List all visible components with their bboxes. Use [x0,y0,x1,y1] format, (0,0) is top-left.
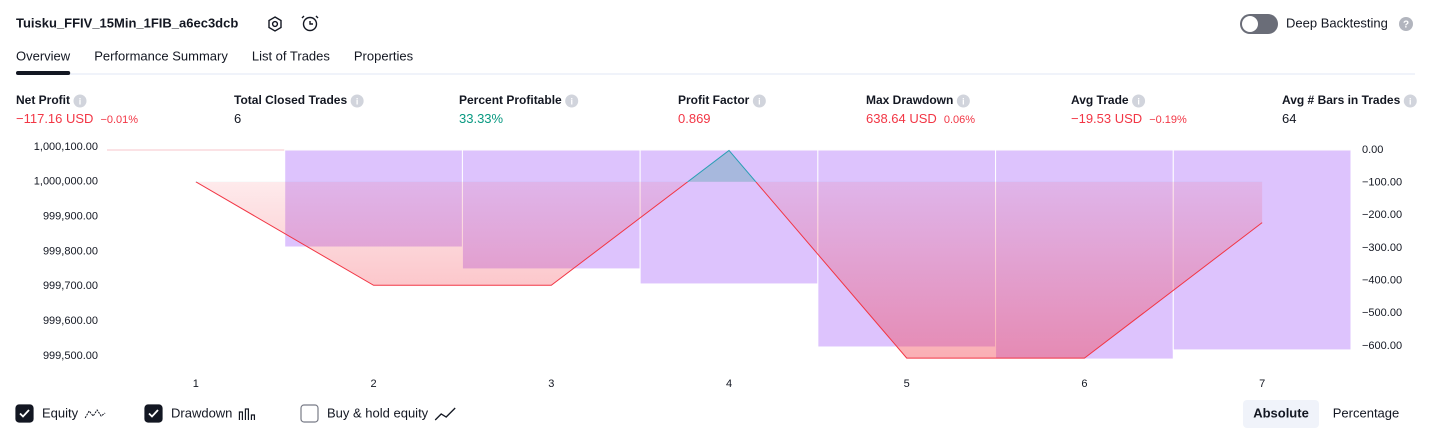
y2-tick-label: 0.00 [1362,144,1383,156]
metric-label: Avg # Bars in Trades [1282,93,1401,107]
equity-profit-area [195,150,1263,182]
tab-underline [16,71,71,75]
y-tick-label: 999,900.00 [43,211,98,223]
checkbox[interactable] [144,404,163,423]
legend-label[interactable]: Equity [42,405,79,420]
metric-value: 638.64 USD 0.06% [866,111,975,126]
toggle-button[interactable]: Percentage [1333,405,1400,420]
tab[interactable]: Overview [16,48,71,63]
checkmark [19,409,30,418]
x-tick-label: 6 [1081,378,1087,390]
deep-backtesting-toggle[interactable] [1240,14,1278,34]
tab-divider [16,73,1415,75]
metric-label: Total Closed Trades [234,93,347,107]
metric-number: 33.33% [459,111,504,126]
svg-text:?: ? [1403,20,1409,31]
metric-number: 6 [234,111,241,126]
checkbox[interactable] [300,404,319,423]
tab[interactable]: Properties [354,48,414,63]
info-icon[interactable] [350,94,364,108]
button-bg [1243,400,1319,428]
y-tick-label: 999,500.00 [43,350,98,362]
help-icon[interactable]: ? [1399,17,1413,31]
x-tick-label: 3 [548,378,554,390]
y-tick-label: 999,600.00 [43,315,98,327]
info-icon[interactable] [1403,94,1417,108]
y2-tick-label: −200.00 [1362,209,1402,221]
checkmark [148,409,159,418]
settings-icon[interactable] [268,16,282,32]
metric-value: −117.16 USD −0.01% [16,111,138,126]
y2-tick-label: −400.00 [1362,275,1402,287]
metric-value: 6 [234,111,241,126]
metric-number: −19.53 USD [1071,111,1142,126]
x-tick-label: 4 [726,378,732,390]
equity-line-profit [195,149,757,182]
metric-label: Net Profit [16,93,70,107]
metric-number: 0.869 [678,111,711,126]
x-tick-label: 1 [193,378,199,390]
info-glyph: i [79,96,82,106]
metric-percent: 0.06% [944,114,975,126]
info-icon[interactable] [73,94,87,108]
y2-tick-label: −300.00 [1362,242,1402,254]
metric-number: 638.64 USD [866,111,937,126]
info-icon[interactable] [565,94,579,108]
metric-label: Avg Trade [1071,93,1129,107]
info-icon[interactable] [752,94,766,108]
y-tick-label: 1,000,000.00 [34,176,98,188]
info-glyph: i [758,96,761,106]
y-tick-label: 1,000,100.00 [34,141,98,153]
tab[interactable]: Performance Summary [94,48,228,63]
metric-number: −117.16 USD [16,111,93,126]
info-glyph: i [1409,96,1412,106]
y2-tick-label: −600.00 [1362,340,1402,352]
checkbox[interactable] [15,404,34,423]
info-glyph: i [1137,96,1140,106]
info-icon[interactable] [956,94,970,108]
strategy-title: Tuisku_FFIV_15Min_1FIB_a6ec3dcb [16,15,238,30]
metric-value: −19.53 USD −0.19% [1071,111,1187,126]
metric-percent: −0.19% [1149,114,1187,126]
toggle-label: Deep Backtesting [1286,15,1388,30]
metric-label: Max Drawdown [866,93,953,107]
info-glyph: i [356,96,359,106]
toggle-button[interactable]: Absolute [1253,405,1309,420]
x-tick-label: 2 [371,378,377,390]
equity-line [195,181,1263,359]
info-glyph: i [962,96,965,106]
x-tick-label: 7 [1259,378,1265,390]
metric-percent: −0.01% [100,114,138,126]
alert-icon[interactable] [301,15,319,32]
y-tick-label: 999,700.00 [43,280,98,292]
equity-icon [84,409,106,419]
buyhold-icon [434,407,456,421]
legend-label[interactable]: Drawdown [171,405,232,420]
equity-loss-area [195,181,1263,359]
metric-value: 0.869 [678,111,711,126]
info-icon[interactable] [1132,94,1146,108]
y-tick-label: 999,800.00 [43,245,98,257]
tab[interactable]: List of Trades [252,48,331,63]
metric-label: Percent Profitable [459,93,562,107]
legend-label[interactable]: Buy & hold equity [327,405,429,420]
info-glyph: i [570,96,573,106]
y2-tick-label: −500.00 [1362,307,1402,319]
y2-tick-label: −100.00 [1362,177,1402,189]
x-tick-label: 5 [904,378,910,390]
drawdown-icon [238,408,256,420]
metric-label: Profit Factor [678,93,750,107]
metric-value: 64 [1282,111,1296,126]
metric-number: 64 [1282,111,1296,126]
metric-value: 33.33% [459,111,504,126]
